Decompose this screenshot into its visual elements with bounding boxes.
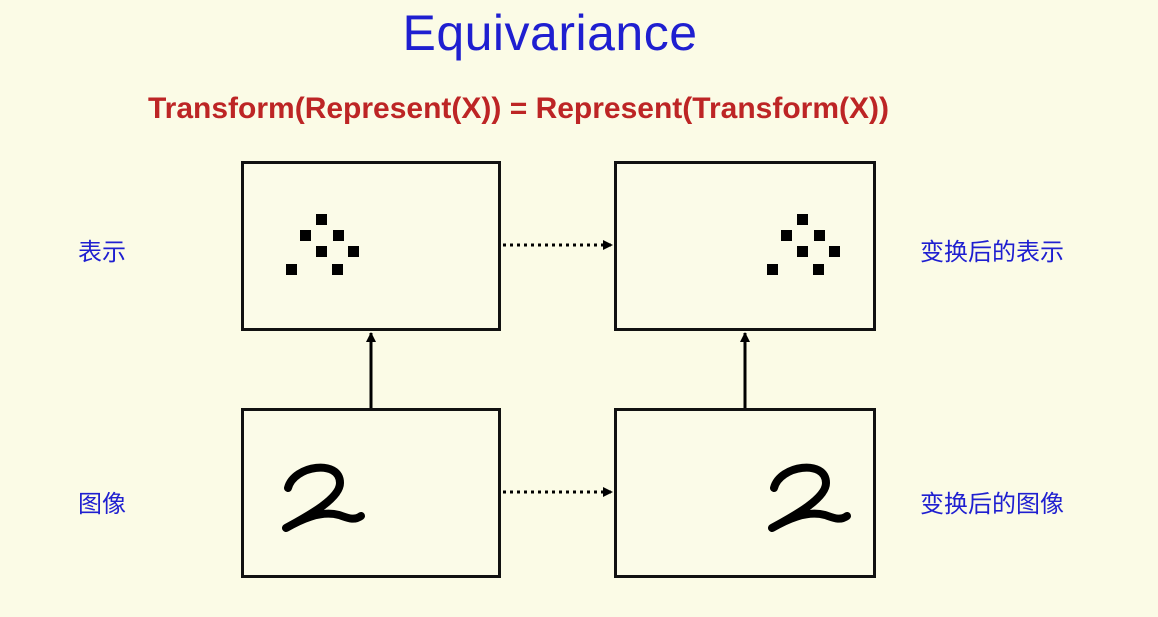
dot-pattern-icon xyxy=(286,214,359,275)
label-image: 图像 xyxy=(78,490,126,518)
label-transformed-image: 变换后的图像 xyxy=(920,490,1064,518)
image-box xyxy=(241,408,501,578)
diagram-title: Equivariance xyxy=(402,5,698,61)
handwritten-digit-2-icon xyxy=(768,463,851,532)
dot-pattern-icon xyxy=(767,214,840,275)
equivariance-equation: Transform(Represent(X)) = Represent(Tran… xyxy=(148,92,889,125)
transformed-representation-box xyxy=(614,161,876,331)
transformed-image-box xyxy=(614,408,876,578)
representation-box xyxy=(241,161,501,331)
label-representation: 表示 xyxy=(78,238,126,266)
label-transformed-representation: 变换后的表示 xyxy=(920,238,1064,266)
handwritten-digit-2-icon xyxy=(282,463,365,532)
